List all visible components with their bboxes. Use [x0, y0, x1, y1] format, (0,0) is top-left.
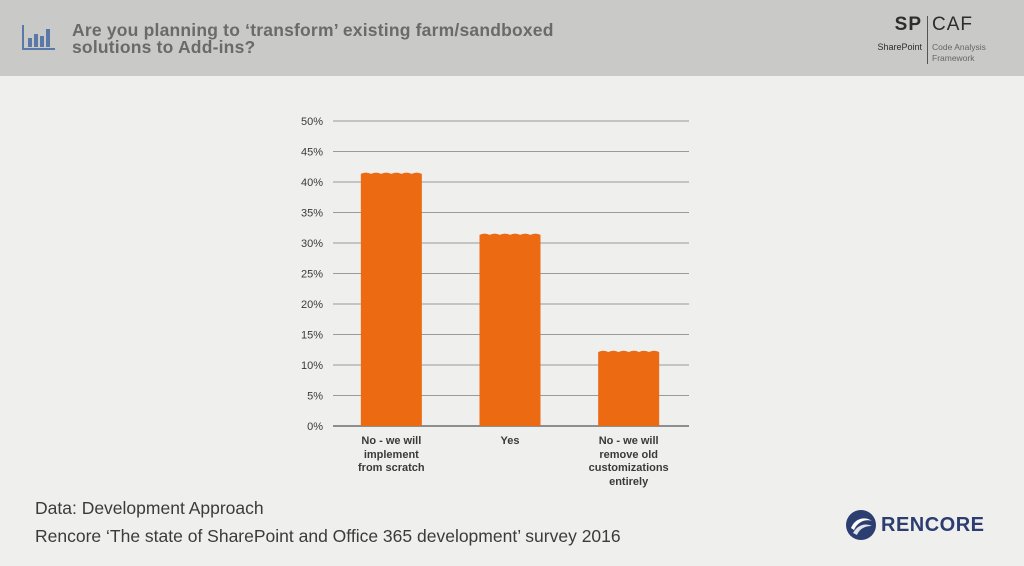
- y-tick-label: 20%: [301, 299, 323, 311]
- brand-sp: SP: [894, 14, 922, 35]
- brand-caf-full: Code Analysis Framework: [932, 42, 986, 63]
- bar: [598, 350, 660, 426]
- y-tick-label: 5%: [307, 391, 323, 403]
- y-tick-label: 10%: [301, 360, 323, 372]
- y-tick-label: 40%: [301, 177, 323, 189]
- rencore-logo-icon: [846, 510, 876, 540]
- rencore-logo: RENCORE: [845, 508, 1000, 542]
- rencore-logo-text: RENCORE: [881, 514, 985, 536]
- x-axis-labels: No - we will implement from scratch Yes No…: [280, 108, 720, 498]
- brand-sharepoint: SharePoint: [877, 42, 922, 52]
- y-tick-label: 45%: [301, 147, 323, 159]
- bar-chart: 0% 5% 10% 15% 20% 25% 30% 35% 40% 45% 50% No - we …: [280, 108, 720, 498]
- x-tick-label: No - we will remove old customizations e…: [588, 435, 669, 488]
- y-tick-label: 35%: [301, 208, 323, 220]
- y-tick-label: 0%: [307, 421, 323, 433]
- bar: [360, 172, 422, 426]
- x-tick-label: No - we will implement from scratch: [358, 435, 425, 474]
- chart-canvas: 0% 5% 10% 15% 20% 25% 30% 35% 40% 45% 50%: [301, 116, 689, 433]
- y-tick-label: 15%: [301, 330, 323, 342]
- bar: [479, 233, 541, 426]
- y-tick-label: 30%: [301, 238, 323, 250]
- header-bar: Are you planning to ‘transform’ existing…: [0, 0, 1024, 76]
- y-tick-label: 50%: [301, 116, 323, 128]
- spcaf-logo: SP SharePoint CAF Code Analysis Framewor…: [868, 14, 998, 68]
- brand-divider: [927, 16, 928, 64]
- page-title: Are you planning to ‘transform’ existing…: [72, 20, 554, 57]
- y-tick-label: 25%: [301, 269, 323, 281]
- x-tick-label: Yes: [500, 435, 520, 447]
- brand-caf: CAF: [932, 14, 973, 35]
- survey-credit: Rencore ‘The state of SharePoint and Off…: [35, 526, 621, 546]
- data-source-label: Data: Development Approach: [35, 498, 264, 518]
- bar-chart-icon: [22, 25, 55, 50]
